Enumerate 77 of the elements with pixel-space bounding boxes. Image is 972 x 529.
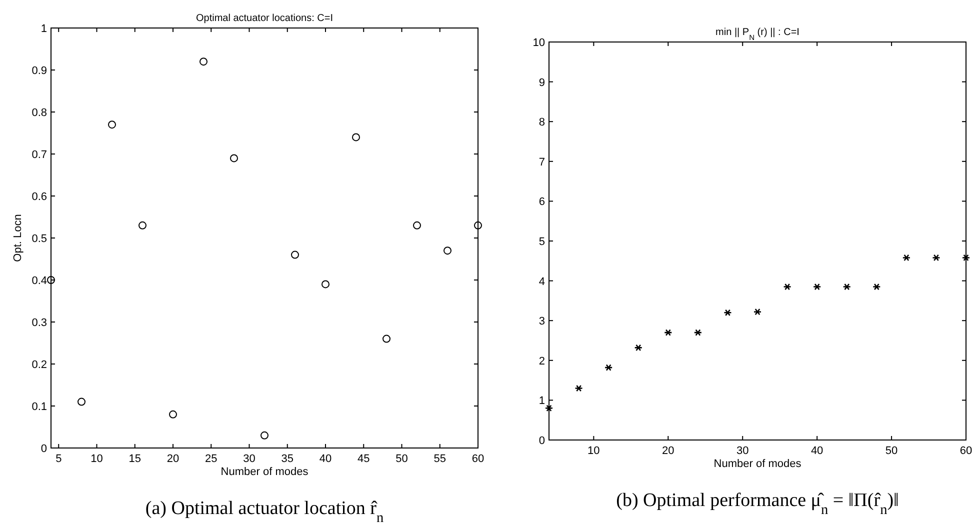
y-tick-label: 2 [538, 355, 545, 368]
point [724, 309, 732, 316]
point [322, 280, 330, 288]
point [291, 250, 299, 259]
x-tick-label: 60 [472, 453, 484, 465]
point [352, 133, 360, 142]
point [444, 246, 452, 255]
x-tick-label: 20 [662, 445, 674, 457]
point [574, 384, 583, 392]
y-tick-label: 1 [40, 23, 47, 35]
x-tick-label: 55 [434, 453, 446, 465]
x-tick-label: 40 [319, 453, 332, 465]
point [932, 254, 940, 262]
x-tick-label: 50 [396, 453, 408, 465]
point [47, 276, 55, 284]
x-tick-label: 60 [960, 445, 972, 457]
point [902, 254, 911, 262]
x-tick-label: 30 [736, 445, 749, 457]
point [753, 308, 762, 316]
point [962, 254, 970, 262]
x-tick-label: 45 [358, 453, 370, 465]
x-tick-label: 30 [243, 453, 256, 465]
x-axis-title: Number of modes [220, 466, 309, 478]
point [604, 364, 613, 372]
point [544, 404, 554, 412]
y-tick-label: 0.5 [32, 233, 47, 245]
text: (b) Optimal performance μ̂$_{n}$ = ‖Π(r̂$_{n}$)‖ [616, 490, 899, 518]
y-tick-label: 5 [538, 236, 545, 248]
point [108, 120, 116, 129]
y-tick-label: 0.8 [32, 107, 47, 119]
point [664, 329, 672, 336]
point [230, 154, 238, 162]
point [138, 221, 146, 230]
point [812, 283, 822, 290]
y-tick-label: 9 [538, 76, 545, 89]
point [169, 410, 177, 418]
x-axis-title: Number of modes [714, 458, 802, 470]
y-tick-label: 0.6 [32, 191, 47, 203]
text: (a) Optimal actuator location r̂$_{n}$ [145, 498, 384, 526]
y-tick-label: 6 [538, 196, 545, 208]
chart-title: Optimal actuator locations: C=I [196, 13, 334, 24]
x-tick-label: 20 [166, 453, 180, 465]
point [260, 431, 268, 440]
x-tick-label: 15 [128, 453, 141, 465]
y-tick-label: 0.9 [32, 65, 47, 77]
y-tick-label: 0.3 [32, 317, 47, 329]
point [842, 283, 852, 290]
point [413, 221, 421, 230]
y-tick-label: 0.7 [32, 149, 47, 161]
y-tick-label: 1 [538, 395, 545, 408]
x-tick-label: 35 [281, 453, 294, 465]
point [474, 221, 482, 230]
x-tick-label: 10 [588, 445, 600, 457]
y-tick-label: 0.2 [32, 359, 47, 371]
y-tick-label: 3 [538, 316, 545, 328]
point [783, 283, 792, 290]
x-tick-label: 10 [90, 453, 103, 465]
point [872, 283, 881, 290]
y-tick-label: 10 [532, 37, 545, 49]
x-tick-label: 40 [810, 445, 824, 457]
point [694, 329, 702, 336]
chart-title: min || P$_{N}$ (r) || : C=I [716, 27, 800, 42]
point [634, 344, 643, 352]
x-tick-label: 5 [56, 453, 62, 465]
point [382, 334, 390, 343]
x-tick-label: 50 [885, 445, 898, 457]
y-tick-label: 0.1 [32, 401, 47, 413]
y-tick-label: 4 [538, 276, 545, 288]
y-tick-label: 0.4 [32, 275, 47, 287]
y-tick-label: 8 [538, 116, 545, 129]
y-axis-title: Opt. Locn [12, 214, 24, 262]
y-tick-label: 0 [40, 443, 47, 455]
point [78, 398, 86, 406]
point [200, 58, 208, 66]
y-tick-label: 0 [538, 435, 545, 447]
y-tick-label: 7 [538, 156, 545, 168]
x-tick-label: 25 [205, 453, 218, 465]
